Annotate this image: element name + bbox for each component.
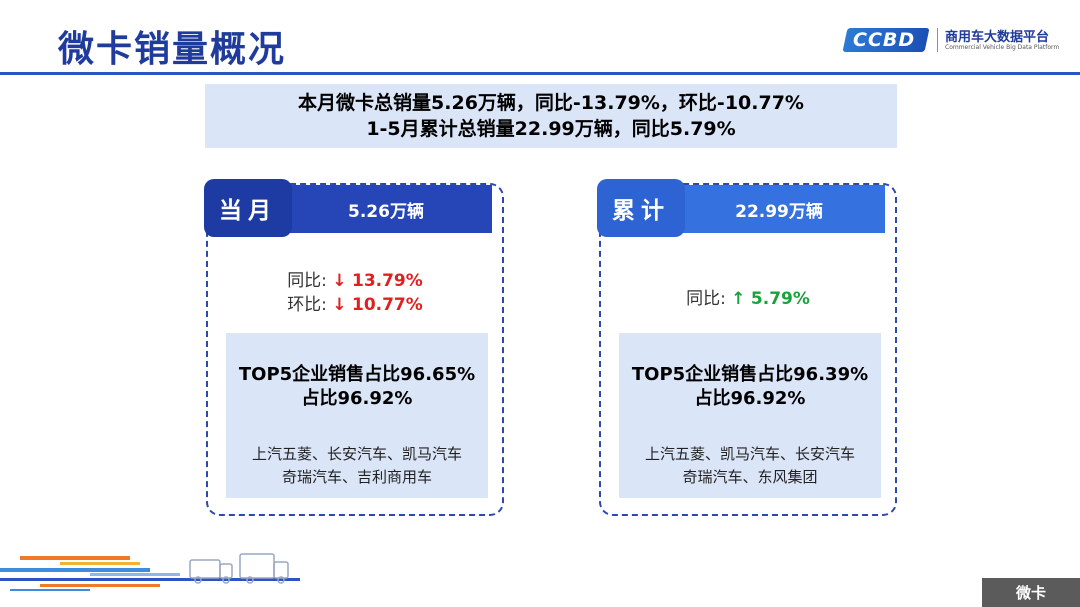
monthly-companies: 上汽五菱、长安汽车、凯马汽车 奇瑞汽车、吉利商用车 (251, 445, 462, 486)
header-divider (0, 72, 1080, 75)
down-arrow-icon: ↓ (332, 295, 347, 315)
cumulative-tab: 累计 (597, 179, 685, 237)
cumulative-card: 累计 22.99万辆 同比: ↑ 5.79% TOP5企业销售占比96.39% … (597, 179, 897, 516)
yoy-value: 13.79% (351, 271, 423, 291)
cumulative-companies: 上汽五菱、凯马汽车、长安汽车 奇瑞汽车、东风集团 (644, 445, 855, 486)
yoy-value: 5.79% (750, 289, 810, 309)
truck-illustration-icon (0, 553, 300, 591)
monthly-total-banner: 5.26万辆 (280, 185, 492, 233)
logo-en-text: Commercial Vehicle Big Data Platform (945, 44, 1060, 51)
summary-line-2: 1-5月累计总销量22.99万辆，同比5.79% (366, 118, 736, 140)
mom-label: 环比: (287, 295, 327, 315)
monthly-mom: 环比: ↓ 10.77% (208, 293, 502, 317)
page-title: 微卡销量概况 (58, 29, 287, 70)
yoy-label: 同比: (287, 271, 327, 291)
logo-cn-text: 商用车大数据平台 (945, 30, 1050, 45)
logo-divider (937, 28, 938, 52)
monthly-detail-panel: TOP5企业销售占比96.65% 占比96.92% 上汽五菱、长安汽车、凯马汽车… (226, 333, 488, 498)
logo-mark: CCBD (842, 28, 930, 52)
up-arrow-icon: ↑ (731, 289, 746, 309)
section-tag: 微卡 (982, 578, 1080, 607)
cumulative-detail-panel: TOP5企业销售占比96.39% 占比96.92% 上汽五菱、凯马汽车、长安汽车… (619, 333, 881, 498)
monthly-card: 当月 5.26万辆 同比: ↓ 13.79% 环比: ↓ 10.77% TOP5… (204, 179, 504, 516)
monthly-top5: TOP5企业销售占比96.65% 占比96.92% (238, 364, 476, 409)
monthly-yoy: 同比: ↓ 13.79% (208, 269, 502, 293)
monthly-tab: 当月 (204, 179, 292, 237)
summary-line-1: 本月微卡总销量5.26万辆，同比-13.79%，环比-10.77% (298, 92, 804, 114)
platform-logo: CCBD 商用车大数据平台 Commercial Vehicle Big Dat… (842, 26, 1065, 54)
mom-value: 10.77% (351, 295, 423, 315)
down-arrow-icon: ↓ (332, 271, 347, 291)
cumulative-top5: TOP5企业销售占比96.39% 占比96.92% (631, 364, 869, 409)
cumulative-total-banner: 22.99万辆 (673, 185, 885, 233)
yoy-label: 同比: (686, 289, 726, 309)
cumulative-yoy: 同比: ↑ 5.79% (601, 287, 895, 311)
summary-box: 本月微卡总销量5.26万辆，同比-13.79%，环比-10.77% 1-5月累计… (205, 84, 897, 148)
